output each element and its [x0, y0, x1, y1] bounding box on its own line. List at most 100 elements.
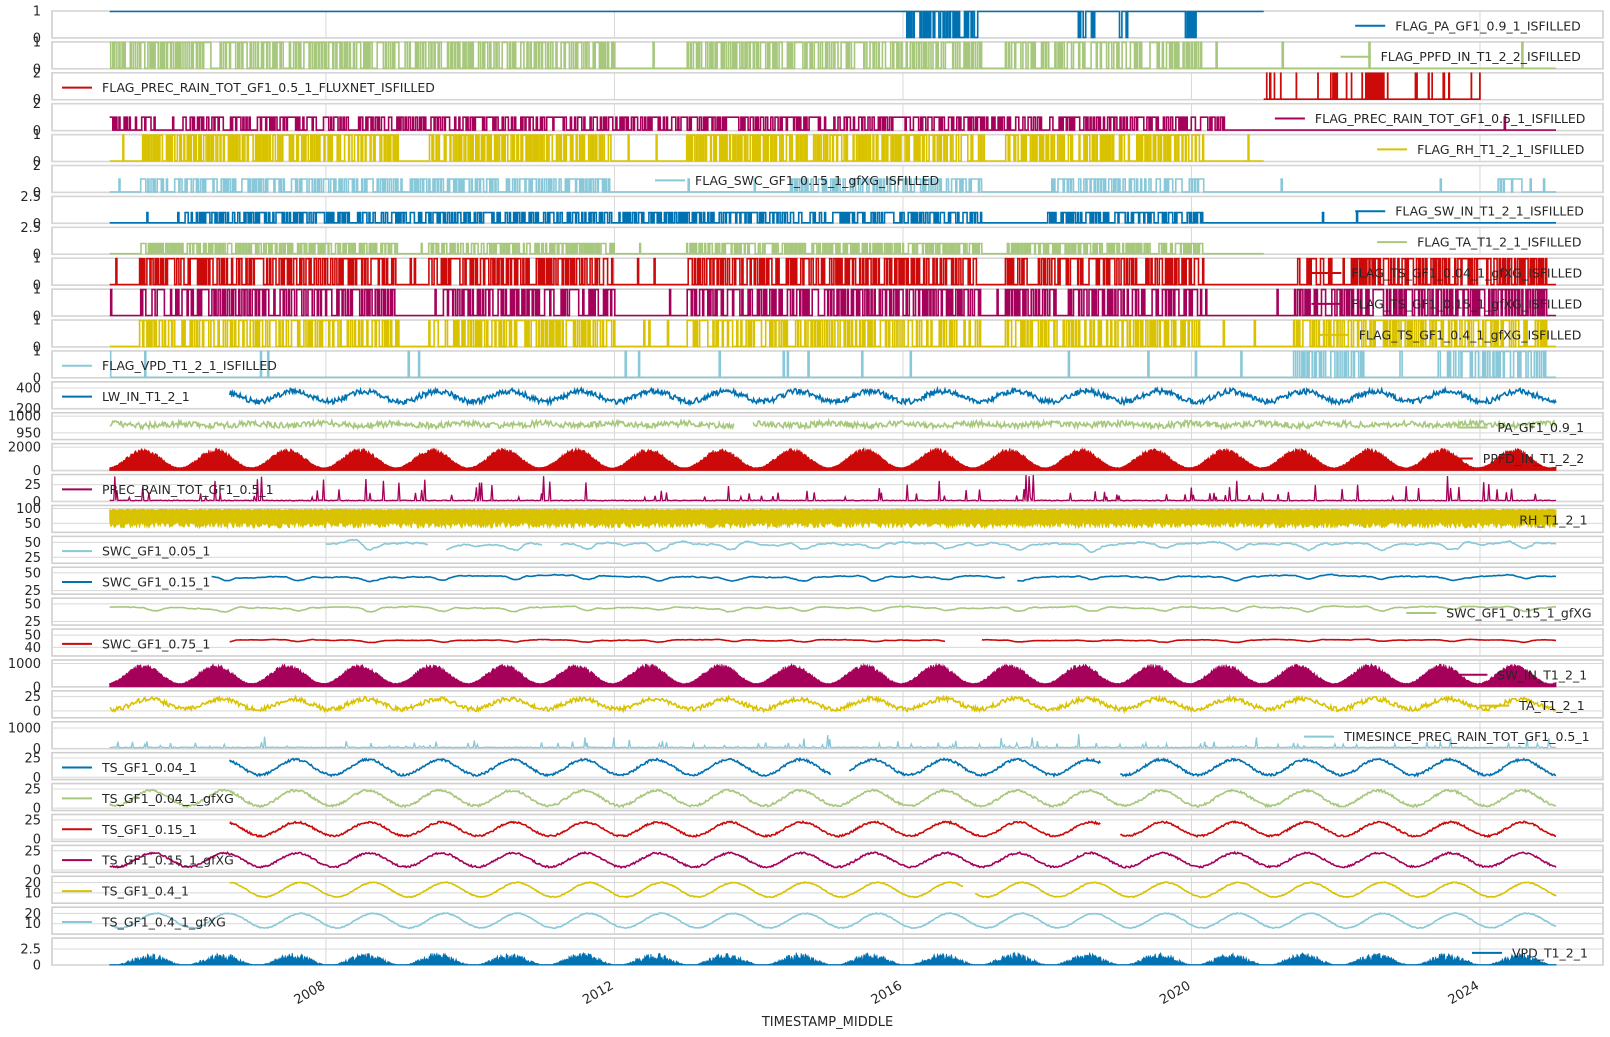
y-tick-label: 0 — [33, 833, 41, 848]
x-tick-label: 2024 — [1446, 978, 1482, 1008]
legend-label: TS_GF1_0.04_1_gfXG — [101, 791, 234, 806]
series-line — [1263, 72, 1481, 100]
subplot-3: 0 2 FLAG_PREC_RAIN_TOT_GF1_0.5_1_FLUXNET_I… — [33, 66, 1604, 108]
series-line — [109, 211, 1556, 224]
y-tick-label: 25 — [24, 615, 41, 630]
series-line — [109, 350, 1556, 379]
legend-entry: PPFD_IN_T1_2_2 — [1442, 451, 1584, 466]
legend-entry: SWC_GF1_0.75_1 — [62, 636, 210, 651]
legend-label: FLAG_PREC_RAIN_TOT_GF1_0.5_1_FLUXNET_ISF… — [102, 80, 435, 95]
y-tick-label: 2000 — [8, 441, 41, 456]
legend-label: FLAG_PREC_RAIN_TOT_GF1_0.5_1_ISFILLED — [1315, 111, 1586, 126]
y-tick-label: 50 — [24, 629, 41, 644]
legend-entry: FLAG_TA_T1_2_1_ISFILLED — [1377, 235, 1581, 250]
legend-entry: TS_GF1_0.15_1 — [62, 822, 197, 837]
series-line — [109, 288, 1556, 317]
series-line — [109, 604, 1556, 613]
y-tick-label: 2 — [33, 159, 41, 174]
legend-entry: FLAG_PPFD_IN_T1_2_2_ISFILLED — [1340, 49, 1581, 64]
legend-entry: FLAG_PREC_RAIN_TOT_GF1_0.5_1_FLUXNET_ISF… — [62, 80, 435, 95]
legend-entry: PA_GF1_0.9_1 — [1457, 420, 1584, 435]
series-area — [109, 446, 1557, 471]
legend-entry: FLAG_TS_GF1_0.15_1_gfXG_ISFILLED — [1311, 296, 1582, 311]
legend-entry: LW_IN_T1_2_1 — [62, 389, 190, 404]
x-tick-label: 2016 — [869, 978, 905, 1008]
series-line — [228, 385, 1557, 407]
y-tick-label: 0 — [33, 93, 41, 108]
series-line — [211, 573, 1556, 583]
subplot-frame — [51, 782, 1604, 812]
y-tick-label: 0 — [33, 802, 41, 817]
subplot-frame — [51, 566, 1604, 595]
y-tick-label: 25 — [24, 813, 41, 828]
y-tick-label: 25 — [24, 551, 41, 566]
legend-entry: TA_T1_2_1 — [1479, 698, 1585, 713]
subplot-frame — [51, 751, 1604, 781]
series-line — [109, 10, 1264, 39]
y-tick-label: 40 — [24, 641, 41, 656]
subplot-9: 0 1 FLAG_TS_GF1_0.04_1_gfXG_ISFILLED — [33, 252, 1604, 294]
subplot-frame — [51, 473, 1604, 503]
y-tick-label: 10 — [24, 917, 41, 932]
subplot-frame — [51, 350, 1604, 379]
subplot-25: 0 25 TS_GF1_0.04_1 — [24, 751, 1604, 786]
y-tick-label: 0 — [33, 340, 41, 355]
y-tick-label: 20 — [24, 907, 41, 922]
subplot-24: 0 1000 TIMESINCE_PREC_RAIN_TOT_GF1_0.5_1 — [8, 720, 1604, 757]
subplot-frame — [51, 10, 1604, 39]
legend-entry: SW_IN_T1_2_1 — [1457, 667, 1587, 682]
y-tick-label: 1000 — [8, 657, 41, 672]
y-tick-label: 0 — [33, 464, 41, 479]
legend-label: PREC_RAIN_TOT_GF1_0.5_1 — [102, 482, 274, 497]
series-area — [109, 662, 1557, 688]
subplot-28: 0 25 TS_GF1_0.15_1_gfXG — [24, 844, 1604, 878]
subplot-frame — [51, 844, 1604, 874]
legend-label: TS_GF1_0.4_1 — [101, 884, 189, 899]
subplot-12: 0 1 FLAG_VPD_T1_2_1_ISFILLED — [33, 344, 1604, 386]
y-tick-label: 1 — [33, 252, 41, 267]
series-line — [109, 911, 1557, 930]
legend-label: SWC_GF1_0.75_1 — [102, 636, 210, 651]
legend-label: LW_IN_T1_2_1 — [102, 389, 190, 404]
series-line — [109, 319, 1556, 348]
legend-entry: FLAG_RH_T1_2_1_ISFILLED — [1377, 142, 1584, 157]
y-tick-label: 0 — [33, 680, 41, 695]
legend-label: PA_GF1_0.9_1 — [1497, 420, 1584, 435]
y-tick-label: 1 — [33, 283, 41, 298]
legend-entry: TS_GF1_0.04_1 — [62, 760, 197, 775]
legend-entry: FLAG_SW_IN_T1_2_1_ISFILLED — [1355, 204, 1584, 219]
legend-label: FLAG_TS_GF1_0.04_1_gfXG_ISFILLED — [1351, 266, 1582, 281]
series-line — [109, 734, 1557, 750]
x-tick-label: 2020 — [1157, 978, 1193, 1008]
legend-label: TS_GF1_0.15_1_gfXG — [101, 853, 234, 868]
legend-label: FLAG_PPFD_IN_T1_2_2_ISFILLED — [1381, 49, 1581, 64]
legend-entry: TS_GF1_0.15_1_gfXG — [62, 853, 234, 868]
y-tick-label: 25 — [24, 584, 41, 599]
legend-entry: SWC_GF1_0.15_1 — [62, 575, 210, 590]
legend-label: SWC_GF1_0.15_1_gfXG — [1446, 605, 1591, 620]
subplot-16: 0 25 PREC_RAIN_TOT_GF1_0.5_1 — [24, 473, 1604, 510]
y-tick-label: 2 — [33, 66, 41, 81]
y-tick-label: 0 — [33, 959, 41, 974]
subplot-15: 0 2000 PPFD_IN_T1_2_2 — [8, 441, 1604, 479]
y-tick-label: 200 — [16, 402, 41, 417]
subplot-23: 025 TA_T1_2_1 — [24, 690, 1604, 719]
y-tick-label: 50 — [24, 536, 41, 551]
y-tick-label: 20 — [24, 876, 41, 891]
y-tick-label: 50 — [24, 597, 41, 612]
y-tick-label: 2.5 — [20, 221, 41, 236]
x-tick-label: 2008 — [292, 978, 328, 1008]
subplot-7: 0 2.5 FLAG_SW_IN_T1_2_1_ISFILLED — [20, 190, 1604, 232]
subplot-13: 200 400 LW_IN_T1_2_1 — [16, 381, 1604, 417]
legend-label: TIMESINCE_PREC_RAIN_TOT_GF1_0.5_1 — [1343, 729, 1590, 744]
series-line — [109, 41, 1556, 70]
legend-entry: RH_T1_2_1 — [1479, 513, 1588, 528]
series-area — [109, 508, 1557, 530]
